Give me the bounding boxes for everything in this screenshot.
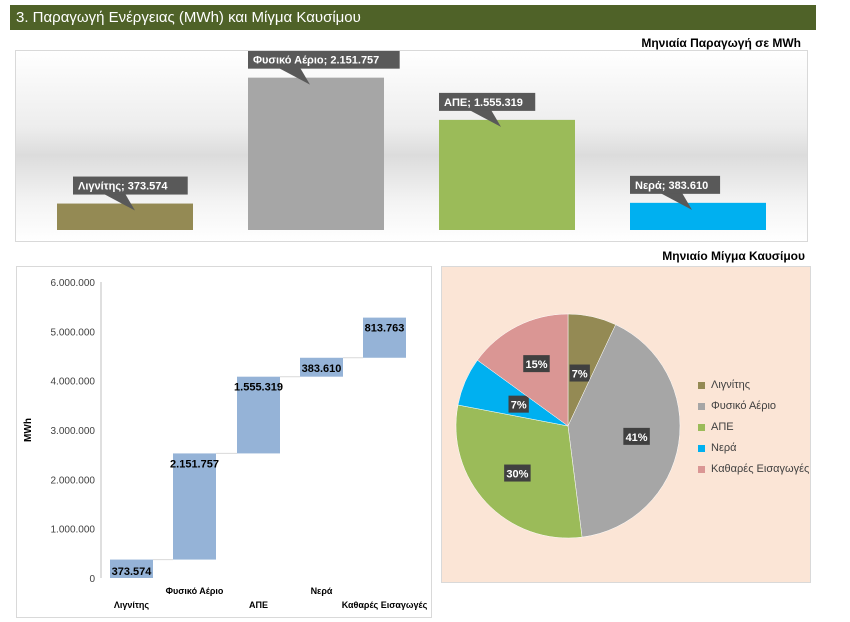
pie-label: 7% (572, 369, 588, 381)
legend-label: ΑΠΕ (711, 421, 734, 433)
x-category-label: Νερά (311, 586, 333, 596)
legend-item: Καθαρές Εισαγωγές (698, 462, 809, 476)
bar (630, 202, 766, 230)
waterfall-bar (300, 357, 343, 377)
data-label: Νερά; 383.610 (635, 180, 708, 192)
data-label: 813.763 (365, 323, 405, 335)
y-tick-label: 2.000.000 (51, 475, 96, 486)
bar-chart-title: Μηνιαία Παραγωγή σε MWh (641, 36, 801, 50)
data-label: 2.151.757 (170, 458, 219, 470)
data-label-box (73, 176, 188, 195)
legend-label: Φυσικό Αέριο (711, 400, 777, 412)
y-axis-label: MWh (23, 418, 34, 442)
bar (248, 77, 384, 230)
data-label-box (248, 50, 400, 69)
pie-label: 30% (506, 469, 528, 481)
data-label-pointer (469, 109, 501, 127)
x-category-label: ΑΠΕ (249, 600, 268, 610)
pie-label-box (504, 464, 531, 482)
waterfall-chart: 0 1.000.000 2.000.000 3.000.000 4.000.000 5.0… (16, 266, 432, 618)
legend-item: Νερά (698, 441, 736, 455)
pie-label-box (523, 355, 550, 373)
legend-label: Καθαρές Εισαγωγές (711, 463, 810, 475)
section-header: 3. Παραγωγή Ενέργειας (MWh) και Μίγμα Κα… (10, 5, 816, 30)
y-tick-label: 0 (89, 574, 95, 585)
data-label: Λιγνίτης; 373.574 (78, 181, 168, 193)
legend-item: ΑΠΕ (698, 420, 734, 434)
legend-label: Νερά (711, 442, 737, 454)
waterfall-bar (173, 453, 216, 560)
y-tick-label: 4.000.000 (51, 377, 96, 388)
x-category-label: Καθαρές Εισαγωγές (342, 600, 428, 610)
pie-slice (477, 313, 569, 427)
legend-label: Λιγνίτης (711, 379, 750, 391)
bar (439, 119, 575, 230)
x-category-label: Λιγνίτης (114, 600, 150, 610)
waterfall-bar (363, 317, 406, 358)
pie-label-box (569, 364, 590, 382)
fuel-mix-pie-chart: 7% 41% 30% 7% 15% Λιγνίτης Φυσικό Αέριο ΑΠΕ Νερ… (441, 266, 811, 583)
waterfall-svg: 0 1.000.000 2.000.000 3.000.000 4.000.000 5.0… (23, 278, 428, 610)
data-label-box (630, 175, 721, 194)
pie-label: 7% (511, 400, 527, 412)
data-label: 1.555.319 (234, 382, 283, 394)
legend-swatch (698, 423, 705, 431)
legend-swatch (698, 381, 705, 389)
pie-label: 15% (525, 359, 547, 371)
x-category-label: Φυσικό Αέριο (166, 586, 224, 596)
section-title: 3. Παραγωγή Ενέργειας (MWh) και Μίγμα Κα… (16, 9, 361, 26)
data-label-pointer (660, 192, 692, 210)
data-label: ΑΠΕ; 1.555.319 (444, 97, 523, 109)
data-label-box (439, 92, 536, 111)
production-bar-chart: Λιγνίτης; 373.574 Φυσικό Αέριο; 2.151.757… (15, 50, 808, 242)
legend-item: Φυσικό Αέριο (698, 399, 776, 413)
legend-swatch (698, 465, 705, 473)
pie-label-box (508, 395, 529, 413)
legend-swatch (698, 402, 705, 410)
pie-chart-title: Μηνιαίο Μίγμα Καυσίμου (662, 249, 805, 263)
pie-svg: 7% 41% 30% 7% 15% (455, 313, 681, 539)
legend-item: Λιγνίτης (698, 378, 750, 392)
data-label-pointer (278, 67, 310, 85)
waterfall-bar (237, 376, 280, 454)
data-label-pointer (103, 193, 135, 211)
pie-label: 41% (626, 432, 648, 444)
pie-label-box (623, 427, 650, 445)
y-tick-label: 6.000.000 (51, 278, 96, 289)
data-label: Φυσικό Αέριο; 2.151.757 (253, 55, 379, 67)
legend-swatch (698, 444, 705, 452)
y-tick-label: 1.000.000 (51, 525, 96, 536)
bar (57, 203, 193, 230)
y-tick-label: 5.000.000 (51, 327, 96, 338)
waterfall-bar (110, 559, 153, 578)
y-tick-label: 3.000.000 (51, 426, 96, 437)
production-bar-svg: Λιγνίτης; 373.574 Φυσικό Αέριο; 2.151.757… (57, 50, 766, 230)
data-label: 373.574 (112, 566, 153, 578)
data-label: 383.610 (302, 363, 342, 375)
